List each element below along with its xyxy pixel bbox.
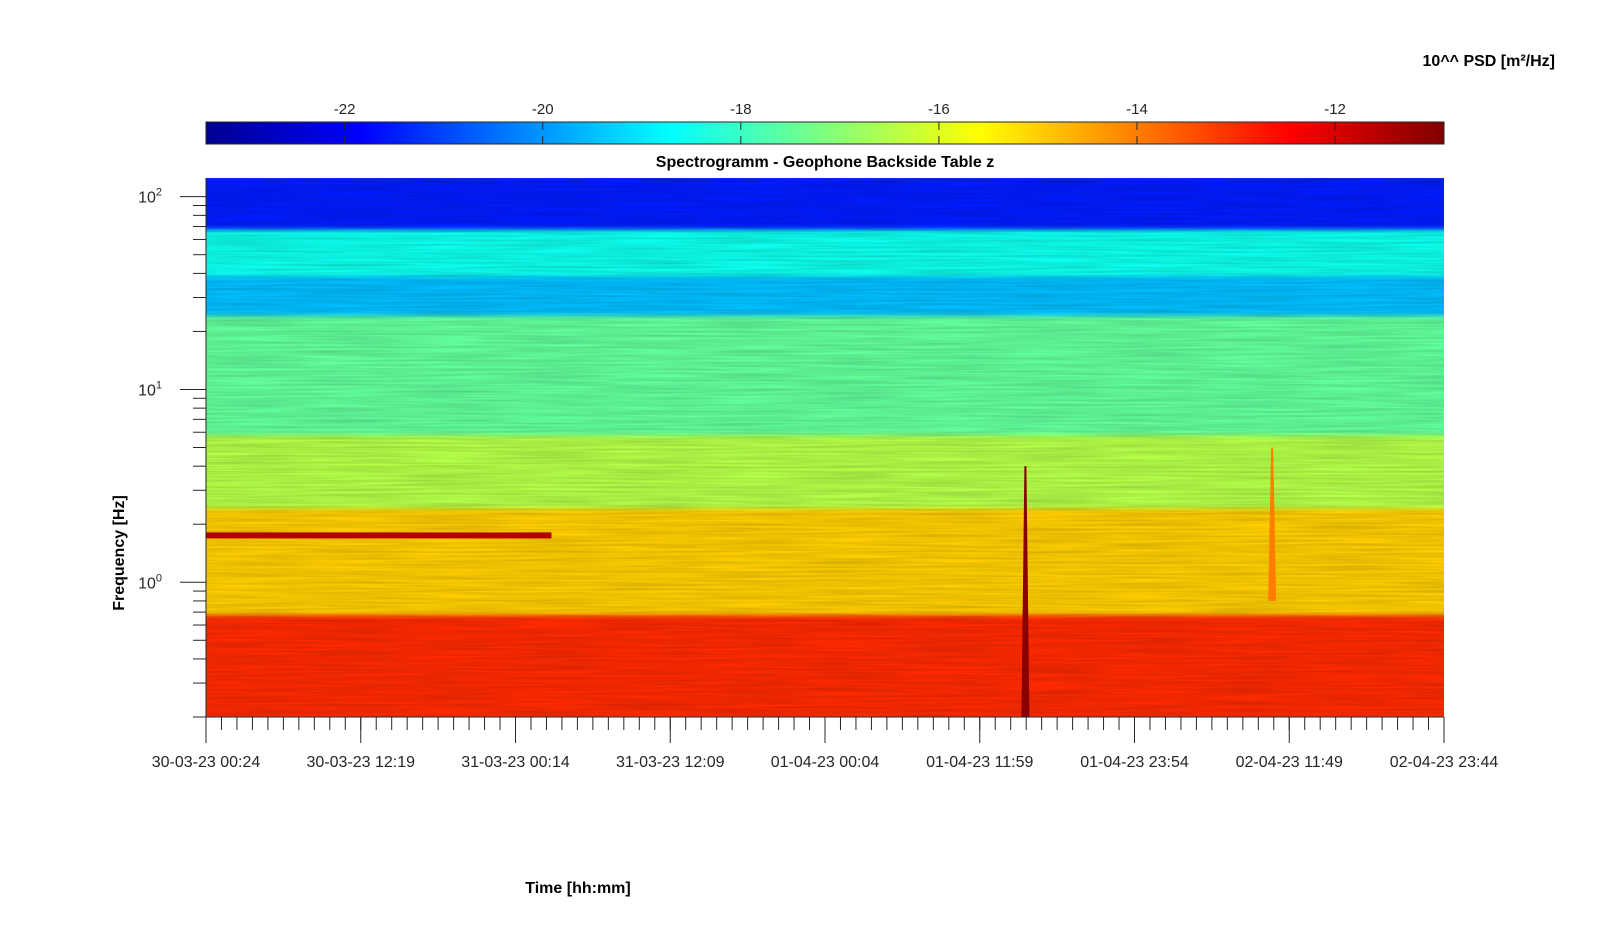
y-tick-label: 100 [138,572,162,592]
x-axis: 30-03-23 00:24 30-03-23 12:19 31-03-23 00:… [152,716,1499,771]
colorbar-tick-label: -18 [730,101,752,118]
colorbar-label: 10^^ PSD [m²/Hz] [1423,53,1555,70]
plot-area [206,178,1444,717]
colorbar-tick-label: -20 [532,101,554,118]
x-tick-label: 31-03-23 00:14 [461,754,570,771]
x-tick-label: 02-04-23 11:49 [1236,754,1343,771]
x-tick-label: 30-03-23 00:24 [152,754,261,771]
x-tick-label: 01-04-23 11:59 [926,754,1033,771]
noise-overlay [206,178,1444,717]
x-tick-label: 01-04-23 00:04 [771,754,880,771]
chart-title: Spectrogramm - Geophone Backside Table z [656,154,994,171]
y-axis: 100 101 102 [138,178,207,718]
colorbar-tick-label: -22 [334,101,356,118]
transient-event [1268,447,1277,601]
x-tick-label: 30-03-23 12:19 [306,754,415,771]
colorbar-tick-label: -12 [1324,101,1346,118]
y-tick-label: 101 [138,379,162,399]
x-tick-label: 31-03-23 12:09 [616,754,725,771]
x-tick-label: 02-04-23 23:44 [1390,754,1499,771]
colorbar-gradient [205,121,1445,145]
colorbar: -22 -20 -18 -16 -14 -12 10^^ PSD [m²/Hz] [205,53,1555,145]
colorbar-ticks: -22 -20 -18 -16 -14 -12 [334,101,1346,144]
transient-event [1021,466,1030,717]
y-tick-label: 102 [138,187,162,207]
heatmap-features [206,447,1277,717]
tonal-line [206,532,552,539]
x-axis-label: Time [hh:mm] [525,880,630,897]
colorbar-tick-label: -14 [1126,101,1148,118]
colorbar-tick-label: -16 [928,101,950,118]
x-tick-label: 01-04-23 23:54 [1080,754,1189,771]
y-axis-label: Frequency [Hz] [111,495,128,611]
